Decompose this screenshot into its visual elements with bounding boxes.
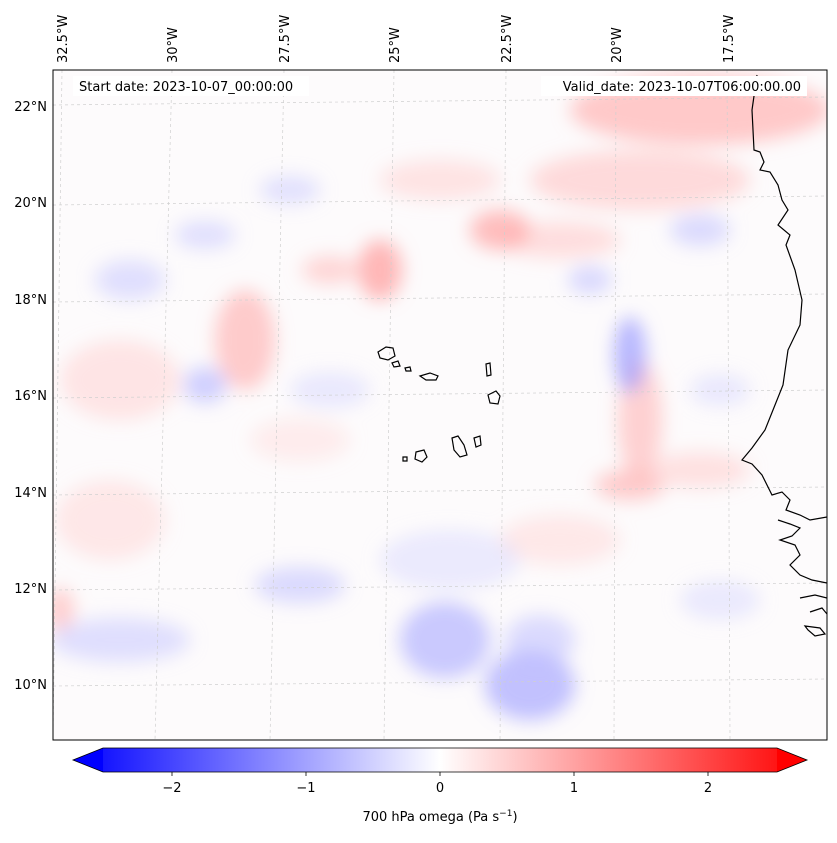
island-sal [485,362,492,377]
field-red-w [215,290,275,390]
field-blue-c [290,372,370,408]
cb-tick-label-1: 1 [570,781,578,796]
gridline-lon-17-5 [726,70,731,740]
lon-label-22-5w: 22.5°W [500,15,515,63]
field-blue-e2 [690,374,750,406]
field-blue-ne2 [568,266,612,294]
field-blue-n2 [175,221,235,249]
valid-date-box [541,76,807,96]
island-sao-nicolau [418,372,439,381]
field-blue-c2 [380,530,520,590]
cb-tick-label-0: 0 [436,781,444,796]
start-date-label: Start date: 2023-10-07_00:00:00 [79,80,293,95]
colorbar-label: 700 hPa omega (Pa s−1) [362,809,517,825]
gridline-lon-27-5 [269,70,285,740]
gridline-lon-22-5 [499,70,507,740]
gridline-lon-32-5 [53,70,63,740]
field-blue-e [614,317,646,393]
island-fogo [414,449,428,463]
omega-field [53,75,827,720]
island-sao-vicente [391,360,401,368]
lat-label-12n: 12°N [14,582,47,597]
start-date-box [73,76,309,96]
island-maio [473,435,482,448]
island-santiago [451,435,468,458]
field-blue-n [260,176,320,204]
field-red-n [380,160,500,200]
field-red-center [358,240,402,300]
field-red-e3 [650,452,750,488]
field-red-c2 [302,256,358,284]
field-red-fw [60,340,180,420]
lat-label-18n: 18°N [14,293,47,308]
lat-label-10n: 10°N [14,678,47,693]
field-red-sw [55,480,165,560]
colorbar-fill [73,748,807,772]
gridline-lon-20 [613,70,617,740]
colorbar-ticks [171,772,709,776]
field-red-ne3 [500,222,620,258]
island-boa-vista [487,390,501,405]
field-blue-ne [670,214,730,246]
colorbar-label-prefix: 700 hPa omega (Pa s [362,810,499,825]
lon-label-27-5w: 27.5°W [278,15,293,63]
lon-label-25w: 25°W [388,27,403,63]
gridline-lon-30 [154,70,173,740]
field-red-s [500,515,620,565]
coastlines [377,74,827,637]
lon-label-17-5w: 17.5°W [722,15,737,63]
colorbar-min-extend [73,748,103,772]
colorbar-tick-labels: −2 −1 0 1 2 [162,781,712,796]
guinea-bissau-coastline [799,594,827,637]
field-red-c3 [250,418,350,462]
lat-label-20n: 20°N [14,196,47,211]
field-blue-se [680,580,760,620]
lon-label-30w: 30°W [166,27,181,63]
field-blue-s2 [400,602,490,678]
lat-label-14n: 14°N [14,486,47,501]
africa-coastline [741,74,827,521]
colorbar: −2 −1 0 1 2 700 hPa omega (Pa s−1) [71,747,809,825]
island-santo-antao [377,346,396,361]
lat-label-16n: 16°N [14,389,47,404]
map-panel: Start date: 2023-10-07_00:00:00 Valid_da… [52,69,828,741]
gridline-lon-25 [383,70,395,740]
colorbar-label-suffix: ) [512,810,517,825]
field-blue-s [255,567,345,603]
lat-label-22n: 22°N [14,100,47,115]
field-blue-w [183,367,227,403]
latitude-labels: 22°N 20°N 18°N 16°N 14°N 12°N 10°N [14,100,47,693]
lon-label-20w: 20°W [610,27,625,63]
gambia-coastline [777,519,827,584]
field-blue-sw [53,618,190,662]
field-red-edge [53,588,74,632]
map-frame [52,69,828,741]
island-brava [402,456,408,462]
field-blue-s4 [505,615,575,665]
colorbar-label-exponent: −1 [499,809,512,819]
colorbar-max-extend [777,748,807,772]
field-blue-w2 [95,260,165,300]
field-red-e2 [595,470,665,500]
island-santa-luzia [404,366,412,372]
cb-tick-label-minus2: −2 [162,781,181,796]
valid-date-label: Valid_date: 2023-10-07T06:00:00.00 [563,80,801,95]
field-red-ne2 [530,150,750,210]
field-red-point [470,210,530,250]
cb-tick-label-2: 2 [704,781,712,796]
colorbar-outline [71,747,809,773]
graticule [53,70,827,740]
cb-tick-label-minus1: −1 [296,781,315,796]
longitude-labels: 32.5°W 30°W 27.5°W 25°W 22.5°W 20°W 17.5… [56,15,737,63]
field-blue-s3 [485,650,575,720]
lon-label-32-5w: 32.5°W [56,15,71,63]
